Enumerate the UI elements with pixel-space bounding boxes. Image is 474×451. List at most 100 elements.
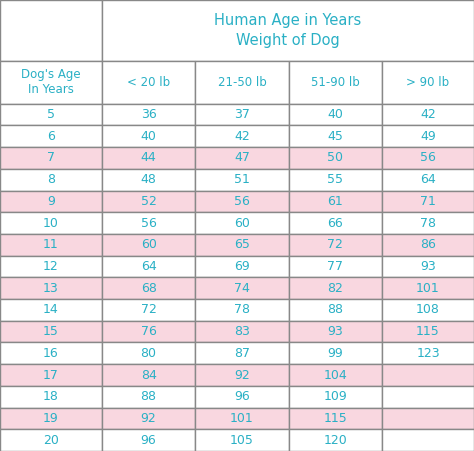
Bar bbox=[0, 321, 102, 342]
Bar bbox=[195, 386, 289, 408]
Bar bbox=[102, 277, 195, 299]
Text: 11: 11 bbox=[43, 238, 59, 251]
Bar bbox=[102, 408, 195, 429]
Bar bbox=[289, 299, 382, 321]
Bar bbox=[102, 125, 195, 147]
Text: 49: 49 bbox=[420, 130, 436, 143]
Bar bbox=[0, 408, 102, 429]
Bar bbox=[0, 256, 102, 277]
Text: 10: 10 bbox=[43, 216, 59, 230]
Text: 82: 82 bbox=[328, 282, 343, 295]
Bar bbox=[289, 169, 382, 190]
Bar bbox=[289, 342, 382, 364]
Text: 36: 36 bbox=[141, 108, 156, 121]
Bar bbox=[0, 342, 102, 364]
Bar bbox=[382, 256, 474, 277]
Text: 78: 78 bbox=[420, 216, 436, 230]
Text: 104: 104 bbox=[323, 368, 347, 382]
Bar bbox=[195, 408, 289, 429]
Text: 92: 92 bbox=[141, 412, 156, 425]
Bar bbox=[382, 299, 474, 321]
Text: 19: 19 bbox=[43, 412, 59, 425]
Text: 20: 20 bbox=[43, 434, 59, 446]
Text: 37: 37 bbox=[234, 108, 250, 121]
Text: 56: 56 bbox=[420, 152, 436, 165]
Text: 61: 61 bbox=[328, 195, 343, 208]
Bar bbox=[382, 364, 474, 386]
Bar bbox=[382, 277, 474, 299]
Text: 17: 17 bbox=[43, 368, 59, 382]
Bar bbox=[289, 256, 382, 277]
Text: 123: 123 bbox=[416, 347, 440, 360]
Text: 7: 7 bbox=[47, 152, 55, 165]
Text: 93: 93 bbox=[328, 325, 343, 338]
Text: < 20 lb: < 20 lb bbox=[127, 76, 170, 89]
Text: 93: 93 bbox=[420, 260, 436, 273]
Bar bbox=[0, 61, 102, 104]
Bar bbox=[195, 61, 289, 104]
Text: 44: 44 bbox=[141, 152, 156, 165]
Text: 18: 18 bbox=[43, 390, 59, 403]
Bar bbox=[195, 147, 289, 169]
Text: 86: 86 bbox=[420, 238, 436, 251]
Text: 115: 115 bbox=[323, 412, 347, 425]
Text: 12: 12 bbox=[43, 260, 59, 273]
Bar bbox=[195, 321, 289, 342]
Bar bbox=[102, 299, 195, 321]
Bar bbox=[382, 169, 474, 190]
Text: 87: 87 bbox=[234, 347, 250, 360]
Bar bbox=[0, 0, 102, 61]
Bar bbox=[289, 277, 382, 299]
Text: 120: 120 bbox=[323, 434, 347, 446]
Text: 66: 66 bbox=[328, 216, 343, 230]
Text: 88: 88 bbox=[141, 390, 156, 403]
Bar bbox=[289, 364, 382, 386]
Text: 76: 76 bbox=[141, 325, 156, 338]
Text: 56: 56 bbox=[141, 216, 156, 230]
Bar bbox=[289, 147, 382, 169]
Text: 16: 16 bbox=[43, 347, 59, 360]
Bar bbox=[289, 321, 382, 342]
Bar bbox=[289, 386, 382, 408]
Bar bbox=[382, 408, 474, 429]
Text: 68: 68 bbox=[141, 282, 156, 295]
Bar bbox=[382, 342, 474, 364]
Bar bbox=[195, 234, 289, 256]
Text: 88: 88 bbox=[328, 304, 343, 317]
Bar bbox=[195, 342, 289, 364]
Text: 108: 108 bbox=[416, 304, 440, 317]
Text: 55: 55 bbox=[328, 173, 343, 186]
Bar bbox=[102, 104, 195, 125]
Text: 72: 72 bbox=[141, 304, 156, 317]
Bar bbox=[102, 0, 474, 61]
Text: 83: 83 bbox=[234, 325, 250, 338]
Bar bbox=[102, 234, 195, 256]
Bar bbox=[382, 212, 474, 234]
Bar bbox=[289, 408, 382, 429]
Bar bbox=[195, 125, 289, 147]
Text: 65: 65 bbox=[234, 238, 250, 251]
Text: 45: 45 bbox=[328, 130, 343, 143]
Text: 80: 80 bbox=[141, 347, 156, 360]
Bar bbox=[289, 61, 382, 104]
Bar bbox=[102, 61, 195, 104]
Text: Human Age in Years
Weight of Dog: Human Age in Years Weight of Dog bbox=[214, 13, 362, 48]
Text: 6: 6 bbox=[47, 130, 55, 143]
Bar bbox=[0, 104, 102, 125]
Text: 92: 92 bbox=[234, 368, 250, 382]
Text: 5: 5 bbox=[47, 108, 55, 121]
Bar bbox=[102, 386, 195, 408]
Bar bbox=[102, 429, 195, 451]
Bar bbox=[382, 429, 474, 451]
Bar bbox=[289, 104, 382, 125]
Bar bbox=[0, 125, 102, 147]
Text: 51-90 lb: 51-90 lb bbox=[311, 76, 360, 89]
Text: 71: 71 bbox=[420, 195, 436, 208]
Bar bbox=[0, 212, 102, 234]
Bar bbox=[382, 125, 474, 147]
Text: 101: 101 bbox=[230, 412, 254, 425]
Bar bbox=[195, 299, 289, 321]
Text: 105: 105 bbox=[230, 434, 254, 446]
Bar bbox=[289, 429, 382, 451]
Bar bbox=[382, 147, 474, 169]
